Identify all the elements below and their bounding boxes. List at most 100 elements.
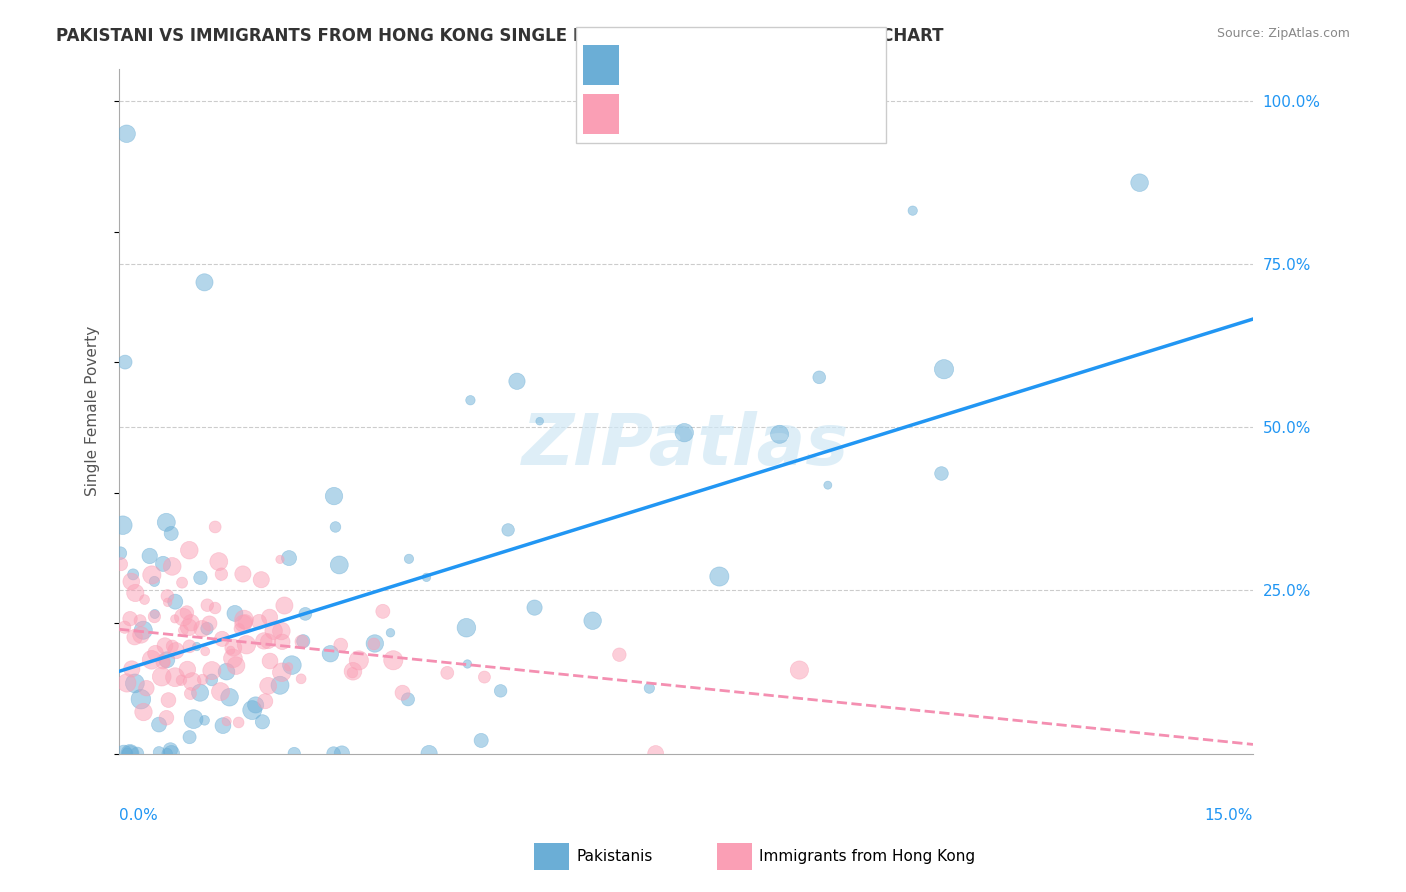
Point xyxy=(228,715,250,730)
Point xyxy=(172,624,194,638)
Point xyxy=(270,665,292,680)
Point xyxy=(155,711,177,725)
Point xyxy=(211,632,233,646)
Point xyxy=(347,653,370,667)
Point xyxy=(129,628,152,642)
Point xyxy=(195,622,218,636)
Point xyxy=(380,625,402,640)
Point xyxy=(328,558,350,572)
Point xyxy=(111,518,134,533)
Point xyxy=(273,599,295,613)
Point xyxy=(269,552,291,566)
Point xyxy=(418,747,440,761)
Point xyxy=(233,615,256,629)
Point xyxy=(176,663,198,677)
Point xyxy=(152,655,174,669)
Point xyxy=(127,747,149,761)
Point xyxy=(323,489,346,503)
Point xyxy=(269,678,291,692)
Point xyxy=(398,552,420,566)
Point xyxy=(148,717,170,731)
Point xyxy=(1129,176,1152,190)
Point xyxy=(232,566,254,581)
Text: Immigrants from Hong Kong: Immigrants from Hong Kong xyxy=(759,849,976,863)
Point xyxy=(224,607,246,621)
Point xyxy=(709,569,731,583)
Point xyxy=(194,714,217,728)
Point xyxy=(294,607,316,621)
Point xyxy=(120,574,142,589)
Y-axis label: Single Female Poverty: Single Female Poverty xyxy=(86,326,100,496)
Point xyxy=(789,663,811,677)
Point xyxy=(124,630,146,644)
Point xyxy=(363,637,385,651)
Point xyxy=(141,653,163,667)
Point xyxy=(150,670,173,684)
Point xyxy=(281,658,304,673)
Point xyxy=(134,592,156,607)
Point xyxy=(160,526,183,541)
Point xyxy=(143,607,166,621)
Point xyxy=(143,574,166,589)
Point xyxy=(183,712,205,726)
Point xyxy=(460,393,482,408)
Point xyxy=(271,634,294,648)
Text: R = -0.338  N = 96: R = -0.338 N = 96 xyxy=(626,95,797,113)
Point xyxy=(252,714,274,729)
Point xyxy=(186,640,208,654)
Point xyxy=(396,692,419,706)
Point xyxy=(132,705,155,719)
Point xyxy=(342,665,364,679)
Point xyxy=(181,674,204,689)
Point xyxy=(330,747,353,761)
Point xyxy=(152,557,174,571)
Point xyxy=(259,610,281,624)
Point xyxy=(489,684,512,698)
Point xyxy=(228,622,250,636)
Point xyxy=(290,672,312,686)
Point xyxy=(195,598,218,612)
Text: 15.0%: 15.0% xyxy=(1205,808,1253,823)
Point xyxy=(163,612,186,626)
Point xyxy=(204,601,226,615)
Point xyxy=(122,567,145,582)
Point xyxy=(456,621,478,635)
Point xyxy=(124,586,146,600)
Point xyxy=(233,613,256,627)
Point xyxy=(153,656,176,670)
Point xyxy=(253,634,276,648)
Text: Source: ZipAtlas.com: Source: ZipAtlas.com xyxy=(1216,27,1350,40)
Point xyxy=(364,636,387,650)
Point xyxy=(165,670,187,684)
Point xyxy=(179,730,201,744)
Point xyxy=(115,676,138,690)
Point xyxy=(132,624,155,638)
Point xyxy=(201,673,224,687)
Point xyxy=(155,516,177,530)
Point xyxy=(225,658,247,673)
Point xyxy=(259,654,281,668)
Point xyxy=(191,673,214,687)
Point xyxy=(177,620,200,634)
Point xyxy=(415,570,437,584)
Point xyxy=(156,747,179,761)
Point xyxy=(257,679,280,693)
Point xyxy=(179,640,201,654)
Point xyxy=(673,425,696,440)
Point xyxy=(188,686,211,700)
Point xyxy=(232,616,254,631)
Point xyxy=(117,747,139,761)
Point xyxy=(319,647,342,661)
Point xyxy=(129,692,152,706)
Point xyxy=(581,614,603,628)
Point xyxy=(208,555,231,569)
Point xyxy=(170,673,193,688)
Point xyxy=(129,614,152,628)
Point xyxy=(325,520,347,534)
Point xyxy=(165,643,187,657)
Point xyxy=(143,609,166,624)
Point xyxy=(157,693,180,707)
Point xyxy=(901,203,924,218)
Point xyxy=(932,362,955,376)
Point xyxy=(153,639,176,653)
